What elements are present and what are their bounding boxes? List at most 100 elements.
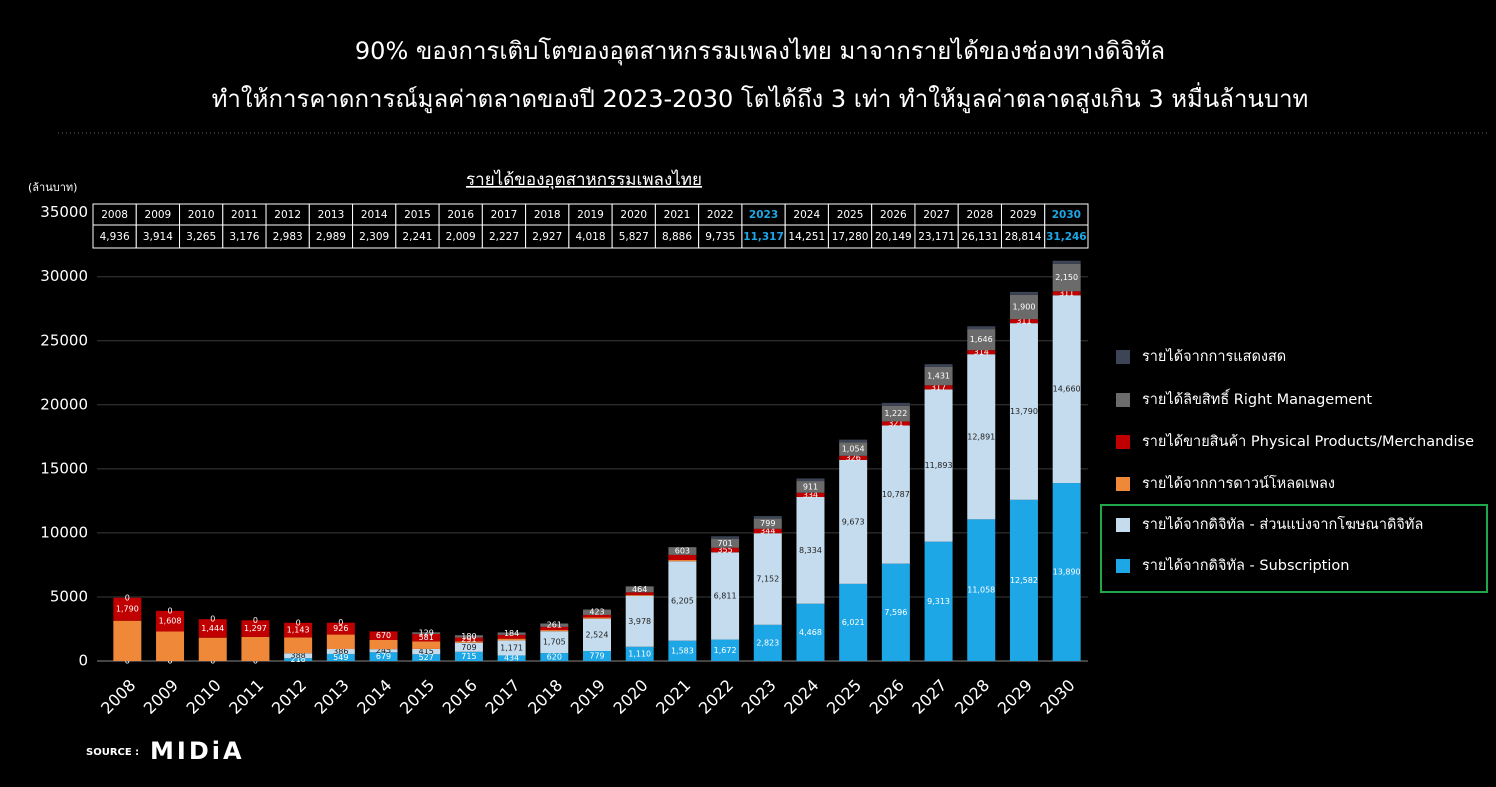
data-label: 245 [376, 646, 391, 655]
data-label: 311 [1059, 289, 1074, 298]
bar-segment [369, 640, 398, 650]
bar-segment [839, 455, 868, 460]
table-total: 23,171 [918, 231, 955, 243]
data-label: 326 [846, 453, 861, 462]
legend-label: รายได้จากการแสดงสด [1142, 347, 1286, 365]
data-label: 10,787 [882, 490, 910, 499]
table-total: 26,131 [961, 231, 998, 243]
table-year: 2017 [491, 209, 518, 221]
data-label: 388 [290, 651, 305, 660]
data-label: 1,705 [543, 638, 566, 647]
bar-segment [369, 649, 398, 653]
table-year: 2027 [923, 209, 950, 221]
data-label: 129 [419, 629, 434, 638]
y-tick-label: 30000 [40, 267, 88, 285]
data-label: 3,978 [628, 617, 651, 626]
bar-segment [583, 617, 611, 619]
y-tick-label: 10000 [40, 523, 88, 541]
table-year: 2020 [620, 209, 647, 221]
table-year: 2018 [534, 209, 561, 221]
bar-segment [284, 622, 313, 638]
bar-segment [113, 597, 142, 621]
bar-segment [284, 653, 313, 659]
y-axis-label: (ล้านบาท) [28, 181, 77, 194]
bar-segment [412, 633, 441, 642]
data-label: 926 [333, 624, 348, 633]
data-label: 603 [675, 547, 690, 556]
table-year: 2021 [664, 209, 691, 221]
legend-label: รายได้จากการดาวน์โหลดเพลง [1142, 474, 1335, 492]
bar-segment [540, 630, 569, 632]
bar-segment [924, 541, 953, 661]
data-label: 1,444 [201, 624, 224, 633]
bar-segment [711, 552, 740, 640]
bar-segment [284, 658, 313, 661]
data-label: 464 [632, 585, 647, 594]
bar-segment [753, 518, 782, 529]
data-label: 314 [974, 348, 989, 357]
bar-segment [497, 640, 526, 656]
data-label: 1,900 [1013, 303, 1036, 312]
bar-segment [668, 560, 697, 562]
data-label: 6,811 [714, 591, 737, 600]
table-year: 2016 [447, 209, 474, 221]
y-tick-label: 15000 [40, 459, 88, 477]
data-label: 7,152 [756, 575, 779, 584]
data-label: 334 [803, 490, 818, 499]
table-year: 2024 [793, 209, 820, 221]
data-label: 1,646 [970, 335, 993, 344]
data-label: 670 [376, 631, 391, 640]
bar-segment [1009, 294, 1038, 320]
data-label: 2,150 [1055, 273, 1078, 282]
table-year: 2025 [837, 209, 864, 221]
table-cell [1044, 224, 1089, 249]
bar-segment [796, 603, 825, 661]
legend-label: รายได้จากดิจิทัล - ส่วนแบ่งจากโฆษณาดิจิท… [1142, 515, 1423, 533]
bar-segment [369, 652, 398, 661]
table-year: 2013 [318, 209, 345, 221]
table-total: 28,814 [1005, 231, 1042, 243]
bar-segment [326, 622, 355, 635]
data-label: 799 [760, 519, 775, 528]
bar-segment [924, 364, 953, 367]
bar-segment [1052, 295, 1081, 484]
data-label: 261 [547, 621, 562, 630]
bar-segment [839, 442, 868, 456]
data-label: 1,171 [500, 643, 523, 652]
bar-segment [326, 634, 355, 650]
bar-segment [540, 653, 569, 661]
bar-segment [1052, 291, 1081, 296]
table-total: 2,009 [446, 231, 476, 243]
data-label: 14,660 [1053, 385, 1081, 394]
data-label: 4,468 [799, 628, 822, 637]
bar-segment [497, 632, 526, 635]
bar-segment [753, 533, 782, 625]
bar-segment [198, 619, 227, 638]
table-total: 9,735 [705, 231, 735, 243]
data-label: 9,673 [842, 517, 865, 526]
data-label: 1,222 [884, 409, 907, 418]
source-logo: MIDiA [150, 737, 245, 765]
bar-segment [839, 583, 868, 661]
bar-segment [369, 631, 398, 641]
bar-segment [1052, 483, 1081, 661]
table-year: 2011 [231, 209, 258, 221]
data-label: 7,596 [884, 608, 907, 617]
bar-segment [668, 640, 697, 661]
bar-segment [454, 651, 483, 661]
bar-segment [796, 481, 825, 493]
bar-segment [924, 366, 953, 386]
table-total: 3,914 [143, 231, 173, 243]
bar-segment [625, 595, 654, 647]
table-year: 2015 [404, 209, 431, 221]
bar-segment [1009, 291, 1038, 295]
table-total: 2,983 [273, 231, 303, 243]
table-title: รายได้ของอุตสาหกรรมเพลงไทย [466, 169, 702, 190]
bar-segment [625, 646, 654, 661]
data-label: 779 [589, 652, 604, 661]
bar-segment [454, 641, 483, 643]
y-tick-label: 20000 [40, 395, 88, 413]
bar-segment [583, 609, 611, 615]
y-tick-label: 5000 [50, 587, 88, 605]
data-label: 1,297 [244, 624, 267, 633]
